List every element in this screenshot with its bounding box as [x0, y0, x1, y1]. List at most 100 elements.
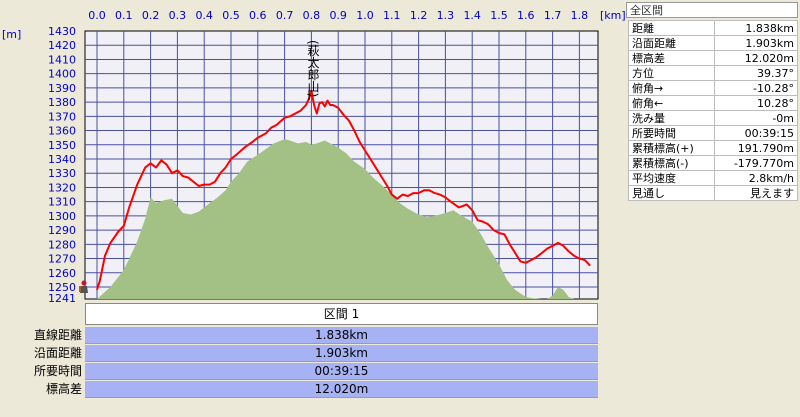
peak-label: (萩太郎山): [306, 40, 320, 97]
stats-value: 191.790m: [713, 140, 798, 156]
section-row-label: 直線距離: [33, 328, 82, 342]
section-row: 沿面距離 1.903km: [0, 345, 600, 362]
stats-value: 39.37°: [713, 65, 798, 81]
stats-row: 方位 39.37°: [628, 65, 798, 81]
stats-label: 俯角→: [628, 80, 715, 96]
y-tick-label: 1290: [48, 224, 76, 237]
x-tick-label: 0.7: [276, 9, 294, 22]
section-row-label: 所要時間: [33, 364, 82, 378]
y-tick-label: 1260: [48, 267, 76, 280]
x-tick-label: 0.2: [142, 9, 160, 22]
stats-label: 沿面距離: [628, 35, 715, 51]
stats-value: 00:39:15: [713, 125, 798, 141]
y-tick-label: 1330: [48, 167, 76, 180]
y-tick-label: 1280: [48, 238, 76, 251]
y-tick-label: 1420: [48, 39, 76, 52]
x-tick-label: 1.0: [356, 9, 374, 22]
x-tick-label: 0.3: [169, 9, 187, 22]
section-header[interactable]: 区間 1: [85, 303, 598, 325]
stats-label: 累積標高(+): [628, 140, 715, 156]
stats-label: 方位: [628, 65, 715, 81]
y-tick-label: 1320: [48, 181, 76, 194]
section-row: 標高差 12.020m: [0, 381, 600, 398]
stats-row: 見通し 見えます: [628, 185, 798, 201]
stats-row: 俯角→ -10.28°: [628, 80, 798, 96]
y-tick-label: 1410: [48, 53, 76, 66]
section-row: 直線距離 1.838km: [0, 327, 600, 344]
x-tick-label: 0.1: [115, 9, 133, 22]
x-tick-label: 1.5: [490, 9, 508, 22]
x-tick-label: 1.8: [571, 9, 589, 22]
stats-row: 標高差 12.020m: [628, 50, 798, 66]
stats-value: 10.28°: [713, 95, 798, 111]
section-row-value: 00:39:15: [85, 363, 598, 380]
y-tick-label: 1270: [48, 253, 76, 266]
stats-table: 距離 1.838km 沿面距離 1.903km 標高差 12.020m 方位 39.37…: [628, 20, 798, 201]
terrain-area: [97, 139, 591, 299]
stats-row: 所要時間 00:39:15: [628, 125, 798, 141]
hiker-icon: [79, 280, 88, 293]
stats-row: 俯角← 10.28°: [628, 95, 798, 111]
stats-label: 俯角←: [628, 95, 715, 111]
stats-row: 距離 1.838km: [628, 20, 798, 36]
x-tick-label: 0.9: [329, 9, 347, 22]
stats-value: 1.838km: [713, 20, 798, 36]
y-tick-label: 1241: [48, 292, 76, 305]
route-profile: [96, 89, 591, 291]
peak-marker: (萩太郎山): [306, 40, 320, 100]
y-tick-label: 1430: [48, 25, 76, 38]
x-tick-label: 0.0: [88, 9, 106, 22]
y-tick-label: 1250: [48, 281, 76, 294]
stats-label: 累積標高(-): [628, 155, 715, 171]
y-tick-label: 1300: [48, 210, 76, 223]
stats-row: 洗み量 -0m: [628, 110, 798, 126]
x-tick-label: 1.7: [544, 9, 562, 22]
y-tick-label: 1380: [48, 96, 76, 109]
y-tick-label: 1390: [48, 82, 76, 95]
stats-label: 見通し: [628, 185, 715, 201]
x-axis-ticks: 0.0 0.1 0.2 0.3 0.4 0.5 0.6 0.7 0.8 0.9 1.0 1.1 1.2 1…: [88, 9, 588, 22]
stats-label: 標高差: [628, 50, 715, 66]
stats-label: 距離: [628, 20, 715, 36]
stats-label: 平均速度: [628, 170, 715, 186]
y-tick-label: 1370: [48, 110, 76, 123]
y-axis-unit: [m]: [2, 28, 21, 41]
terrain-profile: [97, 139, 591, 299]
stats-label: 洗み量: [628, 110, 715, 126]
x-tick-label: 1.1: [383, 9, 401, 22]
x-tick-label: 0.6: [249, 9, 267, 22]
section-row-value: 12.020m: [85, 381, 598, 398]
section-row-label: 標高差: [45, 382, 82, 396]
section-row: 所要時間 00:39:15: [0, 363, 600, 380]
stats-row: 累積標高(-) -179.770m: [628, 155, 798, 171]
x-axis-unit: [km]: [600, 9, 626, 22]
x-tick-label: 0.5: [222, 9, 240, 22]
stats-value: -10.28°: [713, 80, 798, 96]
stats-value: -0m: [713, 110, 798, 126]
stats-row: 平均速度 2.8km/h: [628, 170, 798, 186]
section-row-value: 1.838km: [85, 327, 598, 344]
stats-row: 累積標高(+) 191.790m: [628, 140, 798, 156]
y-tick-label: 1350: [48, 139, 76, 152]
stats-value: 見えます: [713, 185, 798, 201]
x-tick-label: 1.4: [463, 9, 481, 22]
y-tick-label: 1340: [48, 153, 76, 166]
route-line: [96, 89, 591, 291]
stats-value: 12.020m: [713, 50, 798, 66]
x-tick-label: 1.3: [437, 9, 455, 22]
stats-title: 全区間: [626, 2, 798, 18]
section-row-label: 沿面距離: [33, 346, 82, 360]
x-tick-label: 1.2: [410, 9, 428, 22]
stats-value: 2.8km/h: [713, 170, 798, 186]
y-tick-label: 1310: [48, 196, 76, 209]
x-tick-label: 0.4: [195, 9, 213, 22]
stats-value: 1.903km: [713, 35, 798, 51]
stats-value: -179.770m: [713, 155, 798, 171]
x-tick-label: 1.6: [517, 9, 535, 22]
stats-panel: 全区間 距離 1.838km 沿面距離 1.903km 標高差 12.020m 方位 3…: [626, 2, 798, 201]
y-tick-label: 1400: [48, 68, 76, 81]
y-tick-label: 1360: [48, 125, 76, 138]
x-tick-label: 0.8: [303, 9, 321, 22]
